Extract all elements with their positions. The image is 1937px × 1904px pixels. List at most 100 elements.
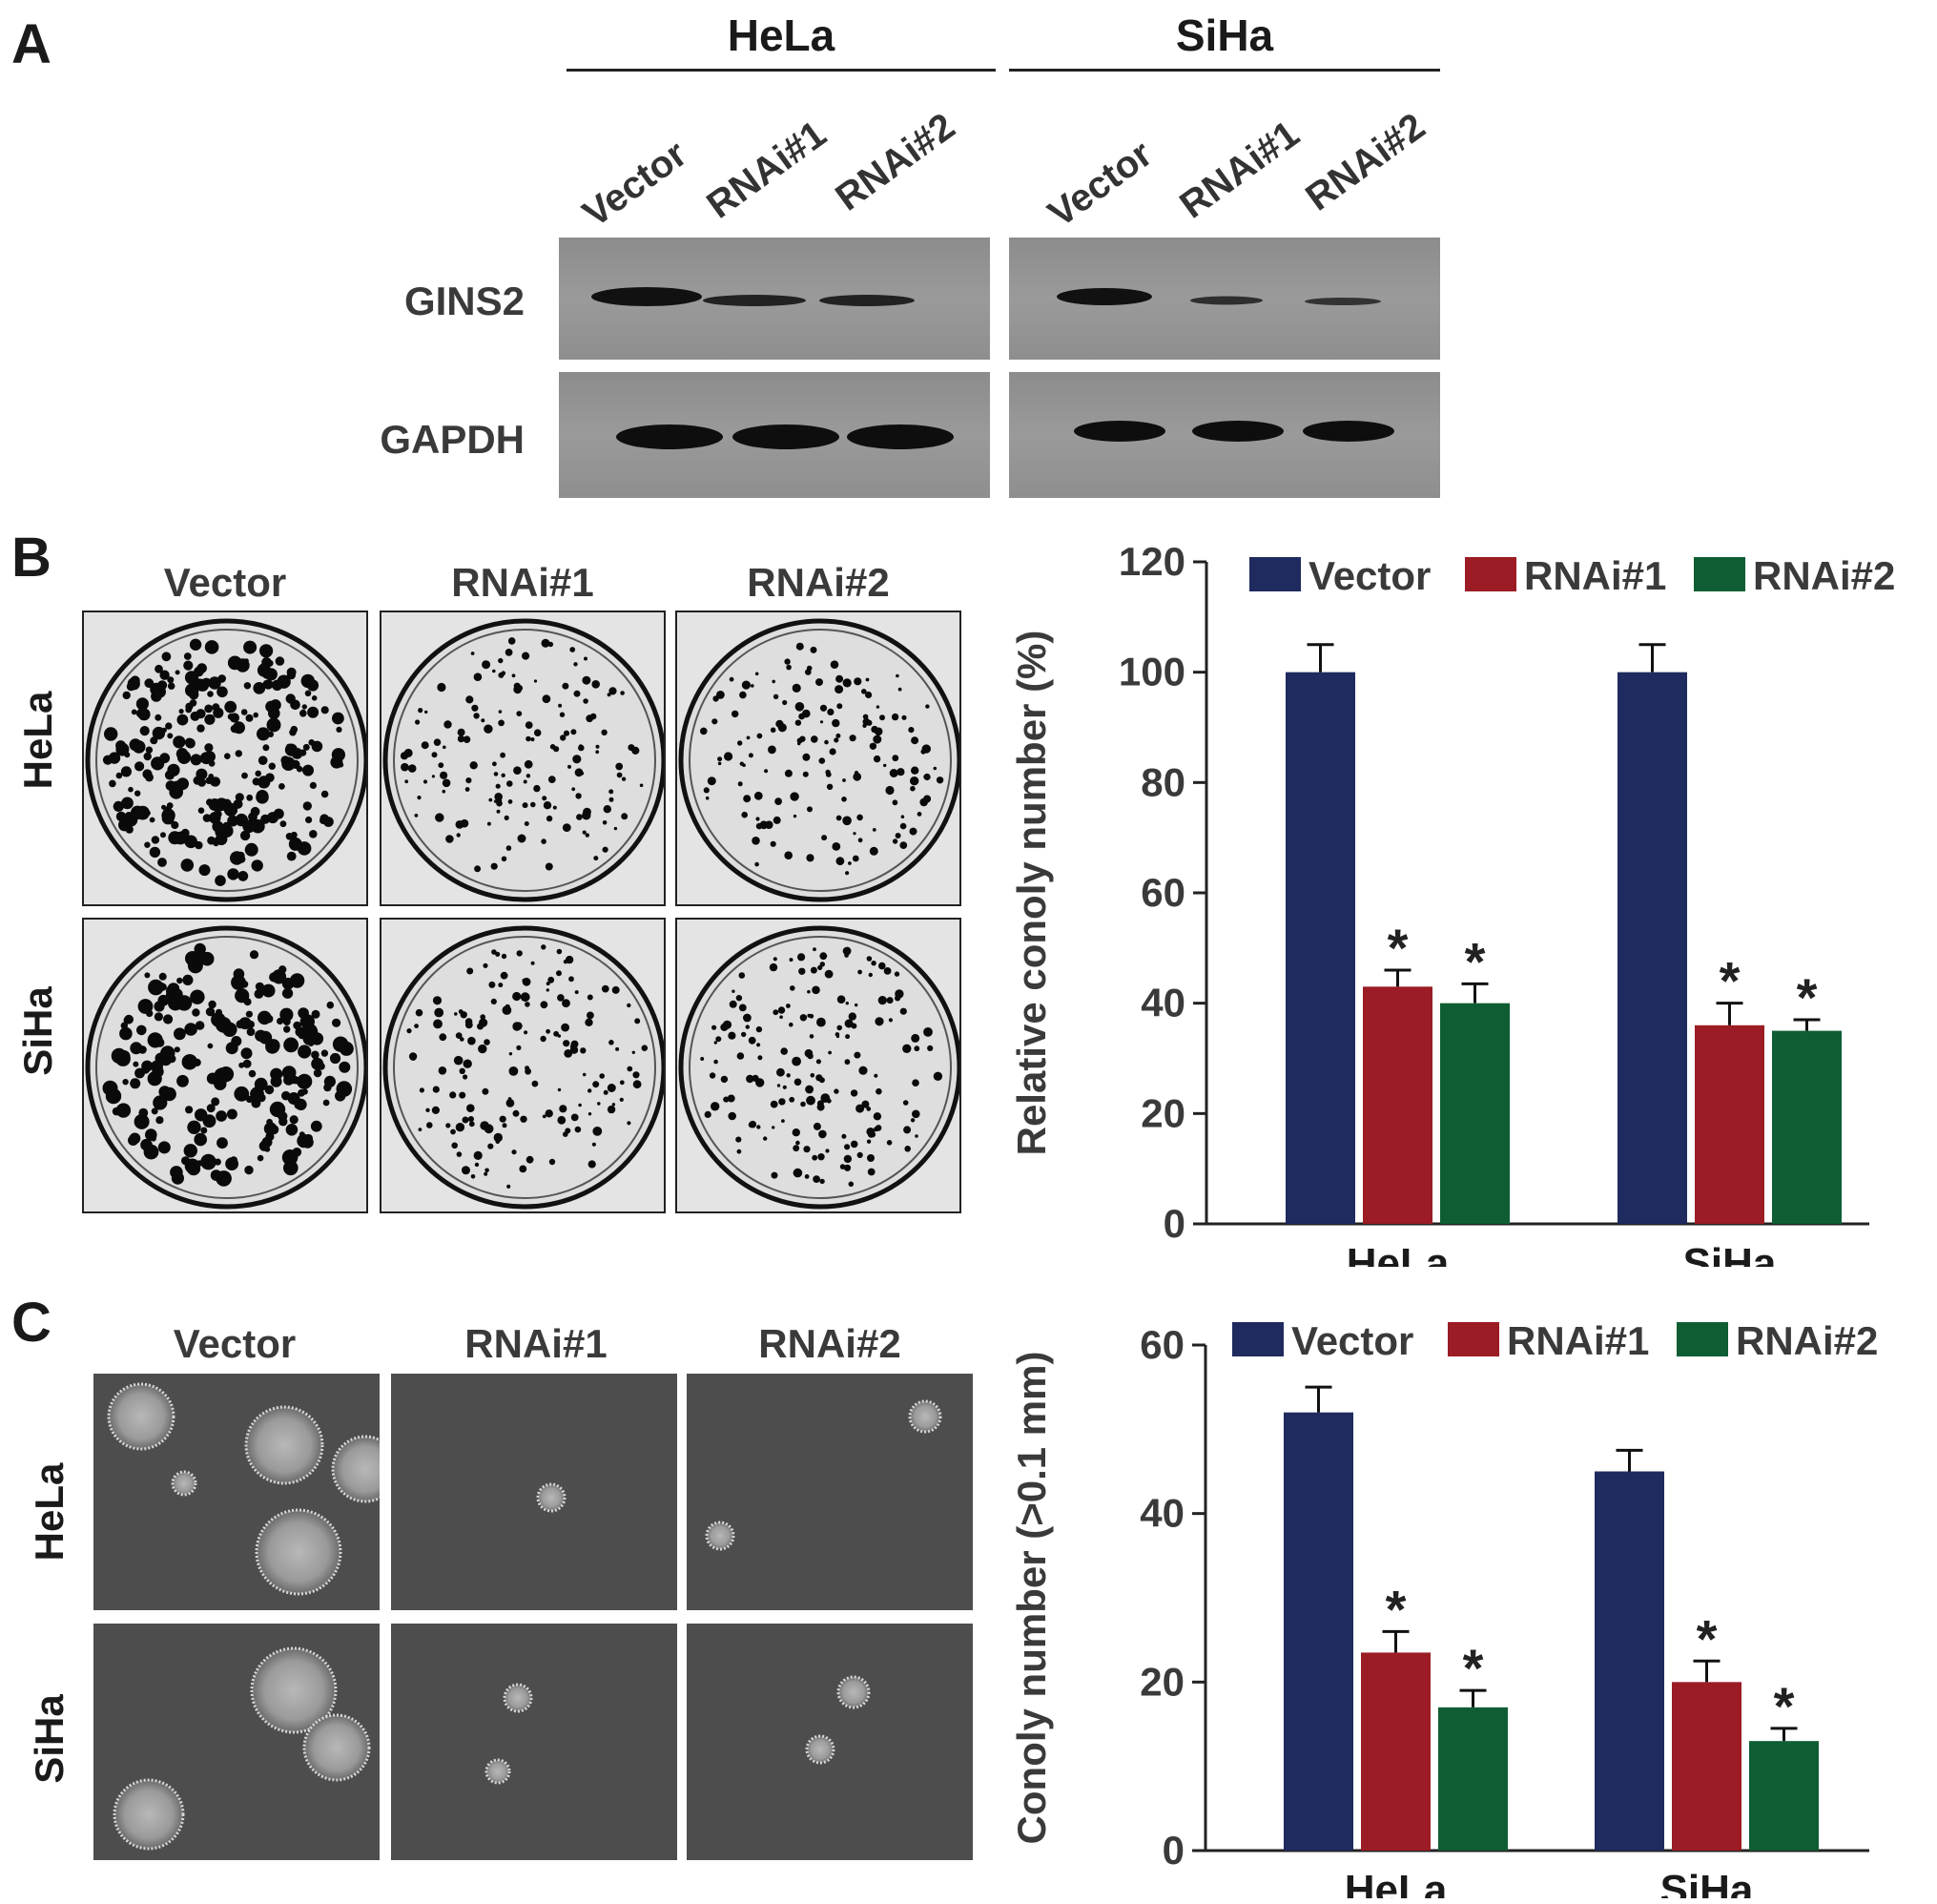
c-significance-star: * <box>1463 1638 1484 1698</box>
b-bar-hela-0 <box>1286 672 1355 1224</box>
bands-gins2-siha <box>1057 288 1381 305</box>
bands-gins2-hela <box>591 287 915 306</box>
lane-label-hela-vector: Vector <box>575 133 695 236</box>
b-legend-swatch-0 <box>1249 557 1301 591</box>
b-row-label-hela: HeLa <box>15 691 60 790</box>
b-category-label: HeLa <box>1347 1240 1450 1267</box>
b-significance-star: * <box>1720 951 1741 1011</box>
lane-label-siha-rnai2: RNAi#2 <box>1298 105 1433 219</box>
band-gins2-siha-rnai2 <box>1305 298 1381 305</box>
blot-gapdh-hela <box>559 372 990 498</box>
c-ytick-label: 60 <box>1140 1322 1185 1367</box>
b-legend-swatch-1 <box>1465 557 1516 591</box>
chart-softagar-colonies: 0 20 40 60 Conoly number (>0.1 mm) * * HeLa * * Si… <box>1011 1318 1878 1898</box>
b-col-header-rnai2: RNAi#2 <box>747 560 890 605</box>
b-bar-hela-2 <box>1440 1003 1510 1224</box>
group-header-siha: SiHa <box>1175 10 1274 60</box>
b-legend-label-2: RNAi#2 <box>1753 553 1895 598</box>
b-ytick-label: 80 <box>1141 759 1185 804</box>
group-underline-hela <box>567 69 996 72</box>
b-significance-star: * <box>1797 967 1818 1027</box>
c-y-axis-label: Conoly number (>0.1 mm) <box>1011 1352 1054 1845</box>
c-legend-label-1: RNAi#1 <box>1507 1318 1649 1363</box>
b-legend-label-1: RNAi#1 <box>1524 553 1666 598</box>
band-gapdh-hela-vector <box>616 424 723 449</box>
panel-b-letter: B <box>11 527 52 589</box>
c-bar-hela-2 <box>1438 1707 1508 1851</box>
micrograph-hela-rnai2 <box>687 1374 973 1610</box>
micrograph-siha-vector <box>93 1624 380 1860</box>
c-row-label-hela: HeLa <box>27 1462 72 1562</box>
b-ytick-label: 0 <box>1164 1201 1185 1246</box>
dish-hela-rnai2 <box>675 611 961 906</box>
c-legend-label-0: Vector <box>1291 1318 1413 1363</box>
group-header-hela: HeLa <box>727 10 835 60</box>
blot-gins2-hela <box>559 238 990 360</box>
b-ytick-label: 40 <box>1141 981 1185 1025</box>
band-gapdh-hela-rnai2 <box>847 424 954 449</box>
dish-siha-vector <box>82 918 368 1213</box>
band-gins2-siha-rnai1 <box>1190 296 1263 305</box>
band-gins2-hela-rnai2 <box>819 295 915 306</box>
band-gapdh-siha-rnai2 <box>1303 421 1394 442</box>
lane-label-hela-rnai1: RNAi#1 <box>699 113 835 227</box>
lane-label-siha-vector: Vector <box>1041 133 1161 236</box>
micrograph-hela-vector <box>93 1374 380 1610</box>
c-legend-swatch-0 <box>1232 1322 1284 1356</box>
dish-hela-vector <box>82 611 368 906</box>
c-legend-label-2: RNAi#2 <box>1736 1318 1878 1363</box>
c-bar-siha-0 <box>1595 1471 1664 1851</box>
b-ytick-label: 120 <box>1119 539 1185 584</box>
c-bar-siha-2 <box>1749 1741 1819 1851</box>
b-significance-star: * <box>1465 931 1486 991</box>
b-bar-siha-1 <box>1695 1024 1764 1224</box>
panel-c-letter: C <box>11 1292 52 1354</box>
micrograph-siha-rnai2 <box>687 1624 973 1860</box>
micrograph-siha-rnai1 <box>391 1624 677 1860</box>
b-ytick-label: 100 <box>1119 650 1185 694</box>
band-gapdh-siha-vector <box>1074 421 1165 442</box>
b-row-label-siha: SiHa <box>15 986 60 1076</box>
c-col-header-vector: Vector <box>173 1321 297 1366</box>
blot-gins2-siha <box>1009 238 1440 360</box>
b-col-header-vector: Vector <box>163 560 287 605</box>
band-gapdh-hela-rnai1 <box>732 424 839 449</box>
b-col-header-rnai1: RNAi#1 <box>451 560 594 605</box>
c-legend-swatch-1 <box>1448 1322 1499 1356</box>
c-bar-hela-1 <box>1361 1652 1431 1851</box>
dish-siha-rnai1 <box>380 918 666 1213</box>
b-y-axis-label: Relative conoly number (%) <box>1011 631 1054 1156</box>
b-bar-hela-1 <box>1363 986 1432 1224</box>
c-significance-star: * <box>1774 1676 1795 1736</box>
panel-a-letter: A <box>11 13 52 75</box>
c-ytick-label: 0 <box>1163 1828 1185 1873</box>
c-category-label: SiHa <box>1660 1867 1754 1898</box>
dish-siha-rnai2 <box>675 918 961 1213</box>
c-bar-hela-0 <box>1284 1412 1353 1851</box>
b-legend-label-0: Vector <box>1309 553 1431 598</box>
band-gins2-hela-vector <box>591 287 702 306</box>
c-significance-star: * <box>1697 1608 1718 1668</box>
b-ytick-label: 60 <box>1141 870 1185 915</box>
blot-label-gapdh: GAPDH <box>380 417 525 462</box>
chart-colony-formation: 0 20 40 60 80 100 120 Relative conoly number (%… <box>1011 539 1895 1267</box>
band-gins2-hela-rnai1 <box>703 295 806 306</box>
c-row-label-siha: SiHa <box>27 1694 72 1784</box>
bands-gapdh-siha <box>1074 421 1394 442</box>
c-significance-star: * <box>1386 1579 1407 1639</box>
blot-gapdh-siha <box>1009 372 1440 498</box>
c-bar-siha-1 <box>1672 1682 1741 1851</box>
c-col-header-rnai2: RNAi#2 <box>758 1321 901 1366</box>
c-legend-swatch-2 <box>1677 1322 1728 1356</box>
b-significance-star: * <box>1388 918 1409 978</box>
b-bar-siha-2 <box>1772 1030 1842 1224</box>
b-category-label: SiHa <box>1683 1240 1777 1267</box>
b-legend-swatch-2 <box>1694 557 1745 591</box>
bands-gapdh-hela <box>616 424 954 449</box>
lane-label-siha-rnai1: RNAi#1 <box>1172 113 1308 227</box>
lane-label-hela-rnai2: RNAi#2 <box>828 105 963 219</box>
blot-label-gins2: GINS2 <box>403 279 525 323</box>
group-underline-siha <box>1009 69 1440 72</box>
dish-hela-rnai1 <box>380 611 666 906</box>
c-category-label: HeLa <box>1345 1867 1448 1898</box>
